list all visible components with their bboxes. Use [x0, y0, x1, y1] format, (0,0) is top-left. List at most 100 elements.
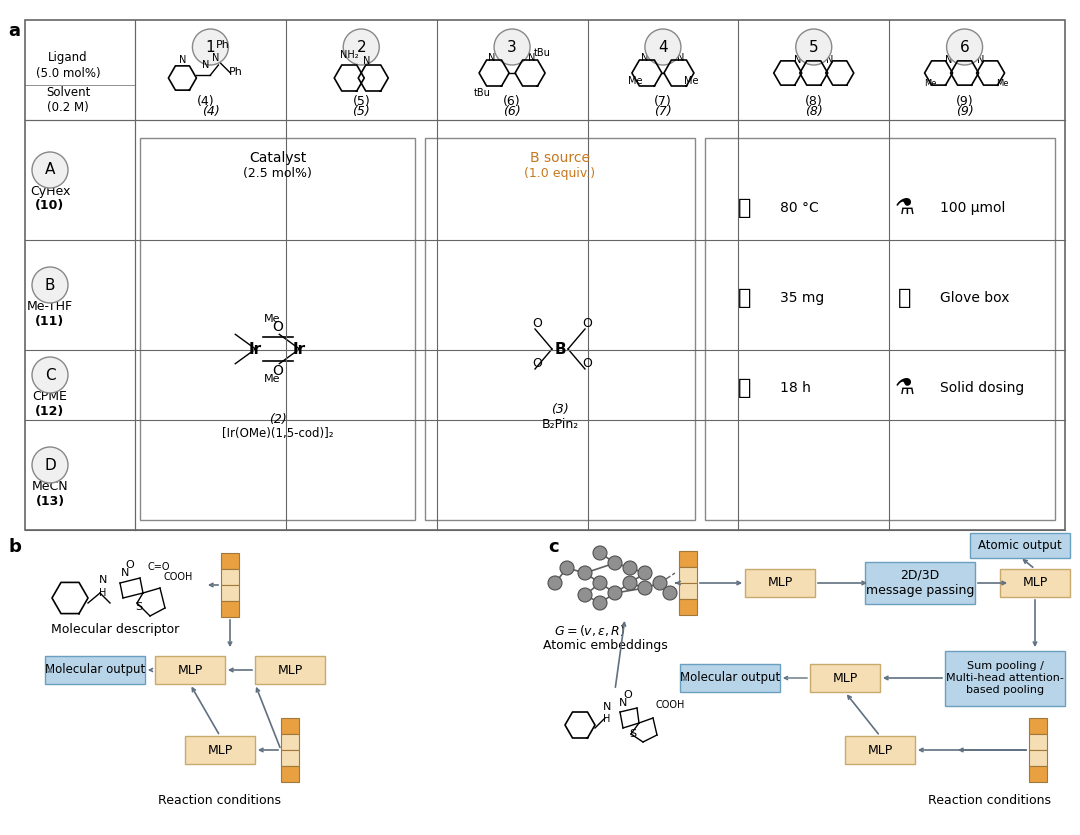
- Text: Molecular descriptor: Molecular descriptor: [51, 624, 179, 636]
- Text: (11): (11): [36, 315, 65, 327]
- Circle shape: [32, 447, 68, 483]
- Circle shape: [608, 556, 622, 570]
- Bar: [221, 585, 239, 601]
- Bar: [810, 664, 880, 692]
- Text: Ph: Ph: [228, 67, 242, 77]
- Bar: [1029, 750, 1047, 766]
- Circle shape: [593, 596, 607, 610]
- Text: 🔧: 🔧: [899, 288, 912, 308]
- Bar: [970, 533, 1070, 558]
- Text: Molecular output: Molecular output: [45, 664, 145, 676]
- Bar: [1000, 569, 1070, 597]
- Bar: [705, 138, 1055, 520]
- Text: N: N: [794, 55, 801, 65]
- Text: c: c: [548, 538, 558, 556]
- Text: Reaction conditions: Reaction conditions: [929, 793, 1052, 807]
- Bar: [221, 569, 239, 585]
- Bar: [281, 766, 299, 782]
- Text: N: N: [213, 53, 220, 63]
- Circle shape: [645, 29, 680, 65]
- Bar: [679, 583, 697, 599]
- Circle shape: [946, 29, 983, 65]
- Text: ⚗: ⚗: [895, 378, 915, 398]
- Text: B: B: [554, 342, 566, 357]
- Text: N: N: [603, 702, 611, 712]
- Bar: [221, 553, 239, 569]
- Text: Ir: Ir: [248, 342, 262, 357]
- Text: Atomic embeddings: Atomic embeddings: [542, 639, 667, 651]
- Text: Ir: Ir: [293, 342, 306, 357]
- Circle shape: [561, 561, 573, 575]
- Bar: [1029, 718, 1047, 734]
- Text: Me: Me: [997, 78, 1009, 88]
- Text: C: C: [44, 367, 55, 382]
- Bar: [679, 599, 697, 615]
- Text: 🧪: 🧪: [739, 288, 752, 308]
- Circle shape: [638, 581, 652, 595]
- Text: (5): (5): [352, 105, 370, 119]
- Text: C=O: C=O: [147, 562, 170, 572]
- Text: N: N: [619, 698, 627, 708]
- Text: CPME: CPME: [32, 391, 67, 403]
- Text: Molecular output: Molecular output: [680, 671, 780, 685]
- Text: Solvent
(0.2 M): Solvent (0.2 M): [45, 85, 91, 114]
- Text: N: N: [945, 55, 953, 65]
- Circle shape: [548, 576, 562, 590]
- Text: Reaction conditions: Reaction conditions: [159, 793, 282, 807]
- Text: A: A: [44, 163, 55, 178]
- Text: O: O: [582, 357, 592, 370]
- Circle shape: [623, 561, 637, 575]
- Text: N: N: [826, 55, 834, 65]
- Text: MLP: MLP: [833, 671, 858, 685]
- Text: N: N: [98, 575, 107, 585]
- Text: Catalyst: Catalyst: [248, 151, 306, 165]
- Text: N: N: [178, 55, 186, 65]
- Text: S: S: [135, 602, 143, 612]
- Text: 🌡: 🌡: [739, 198, 752, 218]
- Text: 35 mg: 35 mg: [780, 291, 824, 305]
- Bar: [745, 569, 815, 597]
- Text: H: H: [604, 714, 610, 724]
- Bar: [25, 20, 1065, 530]
- Bar: [281, 750, 299, 766]
- Text: N: N: [363, 56, 370, 66]
- Bar: [945, 650, 1065, 706]
- Circle shape: [192, 29, 228, 65]
- Bar: [679, 551, 697, 567]
- Bar: [1029, 734, 1047, 750]
- Text: 1: 1: [205, 39, 215, 54]
- Text: (9): (9): [956, 105, 973, 119]
- Text: (12): (12): [36, 404, 65, 418]
- Bar: [45, 656, 145, 684]
- Text: B: B: [44, 277, 55, 292]
- Text: (6): (6): [503, 105, 521, 119]
- Text: (7): (7): [654, 105, 672, 119]
- Bar: [156, 656, 225, 684]
- Text: B source: B source: [530, 151, 590, 165]
- Text: (9): (9): [956, 94, 973, 108]
- Circle shape: [663, 586, 677, 600]
- Text: Atomic output: Atomic output: [978, 539, 1062, 551]
- Bar: [185, 736, 255, 764]
- Bar: [281, 718, 299, 734]
- Text: Me: Me: [924, 78, 936, 88]
- Circle shape: [796, 29, 832, 65]
- Text: MeCN: MeCN: [31, 480, 68, 493]
- Circle shape: [638, 566, 652, 580]
- Bar: [221, 601, 239, 617]
- Circle shape: [593, 576, 607, 590]
- Text: 2D/3D
message passing: 2D/3D message passing: [866, 569, 974, 597]
- Text: O: O: [272, 320, 283, 334]
- Circle shape: [343, 29, 379, 65]
- Text: 100 μmol: 100 μmol: [940, 201, 1005, 215]
- Bar: [865, 562, 975, 604]
- Bar: [255, 656, 325, 684]
- Text: 80 °C: 80 °C: [780, 201, 819, 215]
- Text: N: N: [121, 568, 130, 578]
- Text: (4): (4): [202, 105, 219, 119]
- Text: N: N: [677, 53, 685, 63]
- Text: 18 h: 18 h: [780, 381, 811, 395]
- Text: Ligand
(5.0 mol%): Ligand (5.0 mol%): [36, 50, 100, 79]
- Text: (3): (3): [551, 402, 569, 416]
- Circle shape: [32, 152, 68, 188]
